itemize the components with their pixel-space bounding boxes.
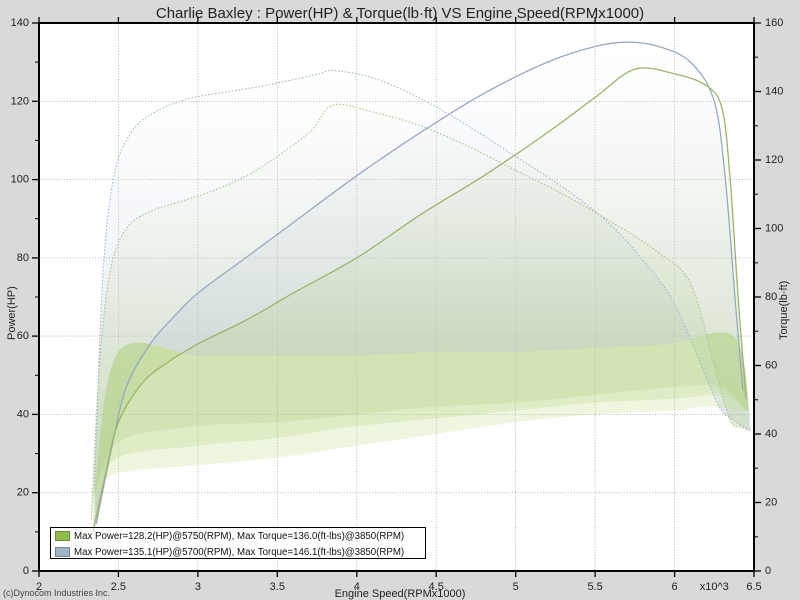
svg-text:5: 5: [513, 581, 519, 593]
svg-text:60: 60: [17, 330, 29, 342]
svg-text:160: 160: [765, 17, 783, 29]
svg-text:100: 100: [11, 174, 29, 186]
svg-text:0: 0: [765, 565, 771, 577]
svg-text:140: 140: [765, 86, 783, 98]
svg-text:6: 6: [672, 581, 678, 593]
svg-text:20: 20: [765, 497, 777, 509]
svg-text:3.5: 3.5: [270, 581, 285, 593]
svg-text:4.5: 4.5: [429, 581, 444, 593]
svg-text:6.5: 6.5: [746, 581, 761, 593]
svg-text:5.5: 5.5: [587, 581, 602, 593]
svg-text:120: 120: [765, 154, 783, 166]
svg-text:2.5: 2.5: [111, 581, 126, 593]
svg-text:40: 40: [17, 408, 29, 420]
svg-text:80: 80: [765, 291, 777, 303]
svg-text:60: 60: [765, 360, 777, 372]
svg-text:100: 100: [765, 223, 783, 235]
svg-text:120: 120: [11, 95, 29, 107]
svg-text:80: 80: [17, 252, 29, 264]
svg-text:3: 3: [195, 581, 201, 593]
svg-text:2: 2: [36, 581, 42, 593]
svg-text:x10^3: x10^3: [700, 581, 729, 593]
svg-text:4: 4: [354, 581, 360, 593]
svg-text:0: 0: [23, 565, 29, 577]
svg-text:20: 20: [17, 487, 29, 499]
svg-text:40: 40: [765, 428, 777, 440]
svg-text:140: 140: [11, 17, 29, 29]
